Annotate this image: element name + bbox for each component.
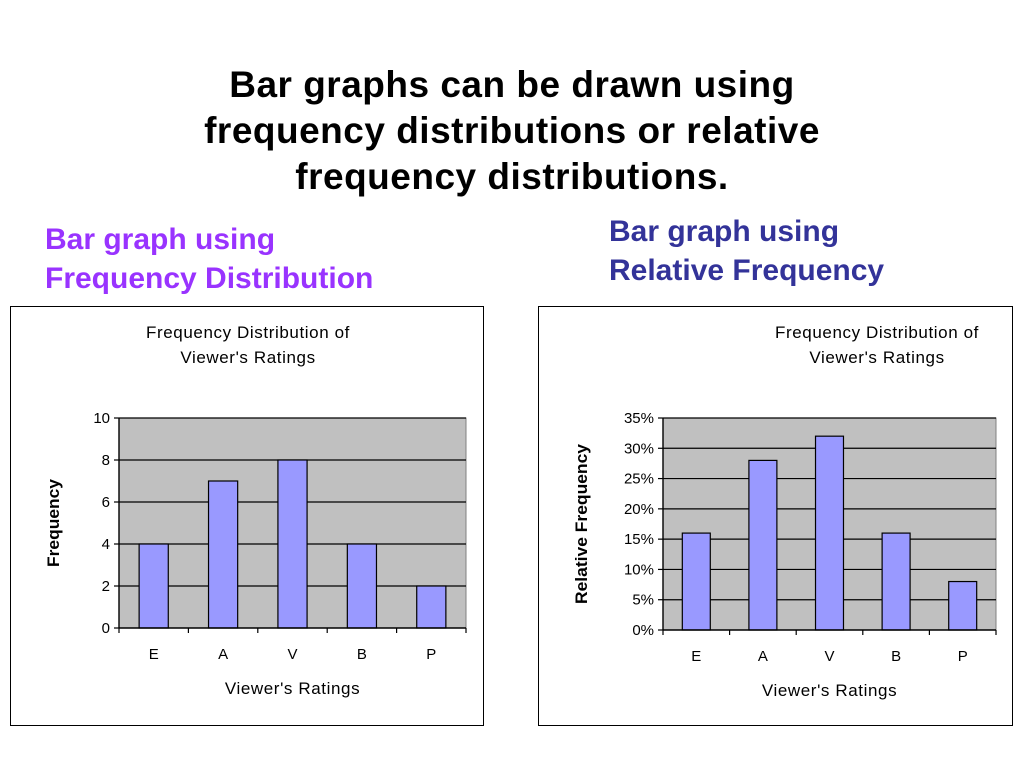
bar-b [881, 532, 911, 631]
x-tick-label: E [149, 646, 159, 663]
x-axis-label: Viewer's Ratings [225, 679, 360, 698]
chart-title-line: Frequency Distribution of [146, 323, 350, 342]
y-tick-label: 25% [624, 471, 654, 488]
y-tick-label: 15% [624, 531, 654, 548]
bar-p [416, 585, 447, 629]
frequency-bar-chart: Frequency Distribution of Viewer's Rating… [10, 306, 484, 726]
relative-frequency-chart-svg: Frequency Distribution of Viewer's Rating… [572, 323, 997, 700]
subtitle-relative-line: Relative Frequency [609, 254, 885, 287]
y-axis-label: Relative Frequency [572, 443, 591, 604]
x-tick-label: A [218, 646, 228, 663]
x-tick-label: A [758, 648, 768, 665]
y-tick-label: 10 [93, 410, 110, 427]
y-tick-label: 6 [102, 494, 110, 511]
bar-p [948, 580, 978, 631]
slide-title-line: frequency distributions. [295, 156, 729, 197]
x-tick-label: V [287, 646, 297, 663]
chart-title-line: Viewer's Ratings [809, 348, 944, 367]
x-tick-label: B [891, 648, 901, 665]
slide-title-line: frequency distributions or relative [204, 110, 820, 151]
bar-a [207, 480, 239, 629]
y-tick-label: 35% [624, 410, 654, 427]
relative-frequency-bar-chart: Frequency Distribution of Viewer's Rating… [538, 306, 1013, 726]
y-tick-label: 8 [102, 452, 110, 469]
x-tick-label: E [691, 648, 701, 665]
y-tick-label: 20% [624, 501, 654, 518]
bar-e [681, 532, 711, 631]
subtitle-frequency-line: Frequency Distribution [45, 262, 374, 295]
x-tick-label: P [426, 646, 436, 663]
y-tick-label: 4 [102, 536, 110, 553]
bar-a [748, 459, 778, 631]
frequency-chart-svg: Frequency Distribution of Viewer's Rating… [44, 323, 467, 698]
bar-e [138, 543, 169, 629]
subtitle-relative-line: Bar graph using [609, 215, 840, 248]
x-axis-label: Viewer's Ratings [762, 681, 897, 700]
y-tick-label: 10% [624, 561, 654, 578]
x-tick-label: B [357, 646, 367, 663]
subtitle-frequency: Bar graph using Frequency Distribution [45, 220, 373, 298]
subtitle-frequency-line: Bar graph using [45, 223, 276, 256]
subtitle-relative-frequency: Bar graph using Relative Frequency [609, 212, 884, 290]
chart-title-line: Frequency Distribution of [775, 323, 979, 342]
bar-v [277, 459, 308, 629]
y-tick-label: 0 [102, 620, 110, 637]
y-tick-label: 0% [632, 622, 654, 639]
y-tick-label: 30% [624, 440, 654, 457]
bar-v [814, 435, 845, 631]
y-axis-label: Frequency [44, 478, 63, 567]
y-tick-label: 5% [632, 592, 654, 609]
x-tick-label: V [824, 648, 834, 665]
x-tick-label: P [958, 648, 968, 665]
slide-title-line: Bar graphs can be drawn using [229, 64, 795, 105]
chart-title-line: Viewer's Ratings [180, 348, 315, 367]
y-tick-label: 2 [102, 578, 110, 595]
slide-title: Bar graphs can be drawn using frequency … [0, 62, 1024, 200]
bar-b [346, 543, 378, 629]
